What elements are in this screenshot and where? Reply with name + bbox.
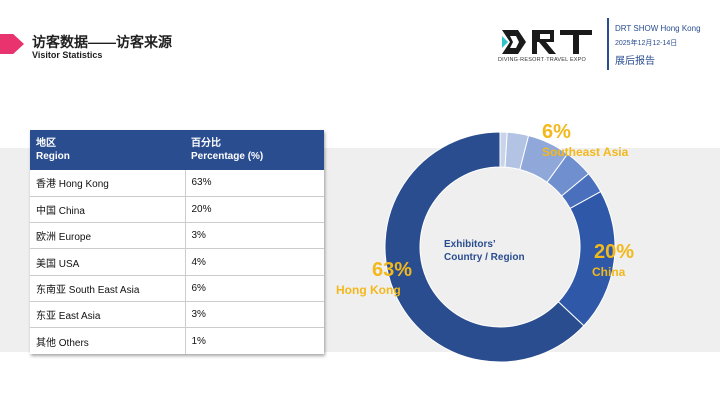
header-region: 地区 Region [30, 130, 185, 170]
callout-text-china: China [592, 265, 626, 279]
donut-center-line1: Exhibitors’ [444, 239, 496, 250]
callout-text-southeast-asia: Southeast Asia [542, 145, 629, 159]
cell-percentage: 3% [185, 301, 324, 329]
cell-region: 美国 USA [30, 248, 186, 276]
page-title-zh: 访客数据——访客来源 [32, 34, 172, 50]
callout-pct-china: 20% [594, 241, 635, 263]
header-region-zh: 地区 [36, 138, 56, 149]
donut-slice-hong-kong [384, 131, 585, 363]
cell-percentage: 4% [185, 248, 324, 276]
table-header-row: 地区 Region 百分比 Percentage (%) [30, 130, 324, 170]
cell-region: 其他 Others [30, 327, 186, 355]
table-row: 东南亚 South East Asia 6% [30, 275, 324, 302]
callout-pct-hong-kong: 63% [372, 259, 413, 281]
header-percentage-en: Percentage (%) [191, 151, 264, 162]
header-percentage: 百分比 Percentage (%) [185, 130, 324, 170]
region-donut-chart [384, 131, 616, 363]
table-row: 其他 Others 1% [30, 327, 324, 355]
donut-center-label: Exhibitors’ Country / Region [444, 238, 525, 264]
show-name: DRT SHOW Hong Kong [615, 24, 701, 33]
page-title-en: Visitor Statistics [32, 50, 103, 60]
callout-pct-southeast-asia: 6% [542, 121, 571, 143]
header-divider [607, 18, 609, 70]
region-table: 地区 Region 百分比 Percentage (%) 香港 Hong Kon… [30, 130, 324, 355]
header-region-en: Region [36, 151, 70, 162]
cell-region: 东亚 East Asia [30, 301, 186, 329]
drt-logo [502, 30, 592, 54]
cell-region: 香港 Hong Kong [30, 170, 186, 197]
cell-percentage: 20% [185, 196, 324, 224]
cell-percentage: 63% [185, 170, 324, 197]
cell-percentage: 6% [185, 275, 324, 302]
table-row: 欧洲 Europe 3% [30, 222, 324, 250]
cell-region: 东南亚 South East Asia [30, 275, 186, 302]
cell-percentage: 1% [191, 335, 206, 347]
show-date: 2025年12月12-14日 [615, 40, 678, 47]
table-row: 香港 Hong Kong 63% [30, 170, 324, 197]
header-accent-arrow [0, 34, 24, 54]
show-report: 展后报告 [615, 56, 655, 67]
table-row: 美国 USA 4% [30, 248, 324, 276]
header-percentage-zh: 百分比 [191, 138, 221, 149]
cell-percentage: 3% [185, 222, 324, 250]
cell-region: 中国 China [30, 196, 186, 224]
cell-region: 欧洲 Europe [30, 222, 186, 250]
callout-text-hong-kong: Hong Kong [336, 283, 401, 297]
table-row: 中国 China 20% [30, 196, 324, 224]
table-row: 东亚 East Asia 3% [30, 301, 324, 329]
logo-tagline: DIVING·RESORT·TRAVEL EXPO [498, 57, 587, 63]
donut-center-line2: Country / Region [444, 252, 525, 263]
